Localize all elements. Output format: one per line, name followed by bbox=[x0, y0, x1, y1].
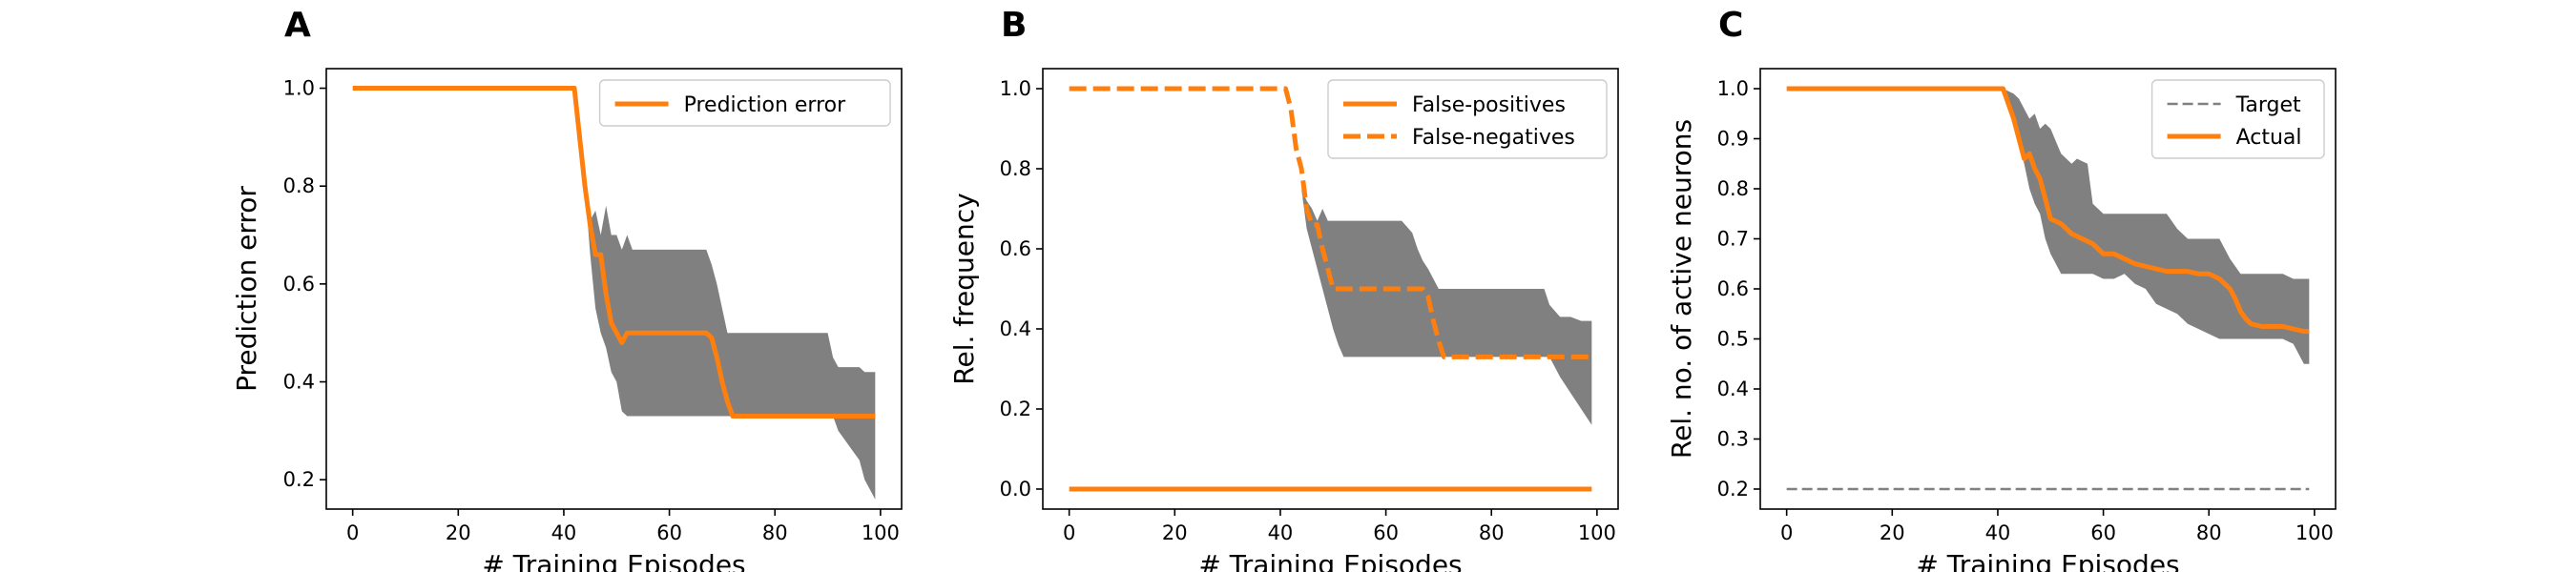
legend-label: False-negatives bbox=[1412, 126, 1575, 150]
plot-area bbox=[1069, 86, 1592, 492]
y-axis-label: Rel. no. of active neurons bbox=[1666, 119, 1697, 459]
legend-label: Actual bbox=[2236, 126, 2302, 150]
x-tick-label: 40 bbox=[551, 521, 577, 544]
y-tick-label: 1.0 bbox=[1717, 77, 1749, 100]
y-tick-label: 0.4 bbox=[1717, 378, 1749, 400]
panel-c: 0 20 40 60 80 100 0.2 0.3 0.4 0.5 0.6 0.7 0.8 0.9 1.0 #… bbox=[1666, 6, 2337, 572]
y-tick-label: 0.9 bbox=[1717, 128, 1749, 151]
legend: Prediction error bbox=[598, 79, 891, 127]
x-tick-label: 20 bbox=[1880, 521, 1905, 544]
y-tick-label: 0.4 bbox=[1000, 317, 1031, 340]
x-tick-label: 20 bbox=[446, 521, 471, 544]
x-tick-label: 100 bbox=[1578, 521, 1616, 544]
legend-label: False-positives bbox=[1412, 93, 1566, 117]
legend-box bbox=[598, 79, 891, 127]
y-tick-label: 0.0 bbox=[1000, 478, 1031, 500]
y-tick-label: 1.0 bbox=[283, 77, 315, 100]
x-tick-label: 80 bbox=[2196, 521, 2222, 544]
x-tick-label: 60 bbox=[2090, 521, 2116, 544]
panel-letter: A bbox=[284, 6, 311, 45]
x-tick-label: 60 bbox=[1373, 521, 1399, 544]
range-band bbox=[1069, 89, 1592, 425]
x-tick-label: 0 bbox=[1780, 521, 1793, 544]
y-tick-label: 0.6 bbox=[283, 273, 315, 296]
y-axis-label: Rel. frequency bbox=[948, 193, 980, 384]
range-band bbox=[1786, 89, 2310, 364]
y-tick-label: 0.2 bbox=[1717, 478, 1749, 500]
legend-label: Target bbox=[2235, 93, 2301, 117]
x-tick-label: 40 bbox=[1268, 521, 1294, 544]
y-tick-label: 0.2 bbox=[283, 468, 315, 491]
y-tick-label: 0.5 bbox=[1717, 328, 1749, 351]
x-tick-label: 80 bbox=[762, 521, 788, 544]
legend-box bbox=[1327, 79, 1608, 159]
panel-a: 0 20 40 60 80 100 0.2 0.4 0.6 0.8 1.0 # Training Ep… bbox=[231, 6, 903, 572]
x-tick-label: 0 bbox=[1063, 521, 1075, 544]
legend: False-positives False-negatives bbox=[1327, 79, 1608, 159]
y-tick-label: 0.7 bbox=[1717, 228, 1749, 251]
x-axis-label: # Training Episodes bbox=[482, 549, 745, 572]
y-tick-label: 0.8 bbox=[1000, 157, 1031, 180]
y-tick-label: 0.2 bbox=[1000, 398, 1031, 420]
x-tick-label: 0 bbox=[346, 521, 359, 544]
axes-frame bbox=[325, 68, 903, 510]
series-line-actual bbox=[1786, 86, 2310, 335]
x-tick-label: 40 bbox=[1985, 521, 2011, 544]
panel-letter: B bbox=[1001, 6, 1027, 45]
axes-frame bbox=[1042, 68, 1619, 510]
legend: Target Actual bbox=[2150, 79, 2325, 159]
panel-b: 0 20 40 60 80 100 0.0 0.2 0.4 0.6 0.8 1.0 # Training… bbox=[948, 6, 1619, 572]
y-tick-label: 0.6 bbox=[1000, 237, 1031, 260]
x-tick-label: 60 bbox=[656, 521, 682, 544]
range-band bbox=[352, 88, 876, 500]
plot-area bbox=[1786, 86, 2310, 491]
y-tick-label: 0.3 bbox=[1717, 428, 1749, 451]
x-tick-label: 80 bbox=[1479, 521, 1505, 544]
series-line-false-negatives bbox=[1069, 86, 1592, 359]
legend-label: Prediction error bbox=[684, 93, 846, 117]
x-tick-label: 20 bbox=[1162, 521, 1188, 544]
y-tick-label: 0.6 bbox=[1717, 277, 1749, 300]
x-axis-label: # Training Episodes bbox=[1198, 549, 1462, 572]
plot-area bbox=[352, 86, 876, 500]
x-tick-label: 100 bbox=[2296, 521, 2334, 544]
series-line-prediction-error bbox=[352, 86, 876, 419]
y-tick-label: 0.4 bbox=[283, 371, 315, 394]
x-axis-label: # Training Episodes bbox=[1916, 549, 2179, 572]
panel-letter: C bbox=[1718, 6, 1743, 45]
y-tick-label: 0.8 bbox=[283, 174, 315, 197]
y-tick-label: 0.8 bbox=[1717, 177, 1749, 200]
y-tick-label: 1.0 bbox=[1000, 77, 1031, 100]
y-axis-label: Prediction error bbox=[231, 186, 262, 392]
x-tick-label: 100 bbox=[862, 521, 900, 544]
